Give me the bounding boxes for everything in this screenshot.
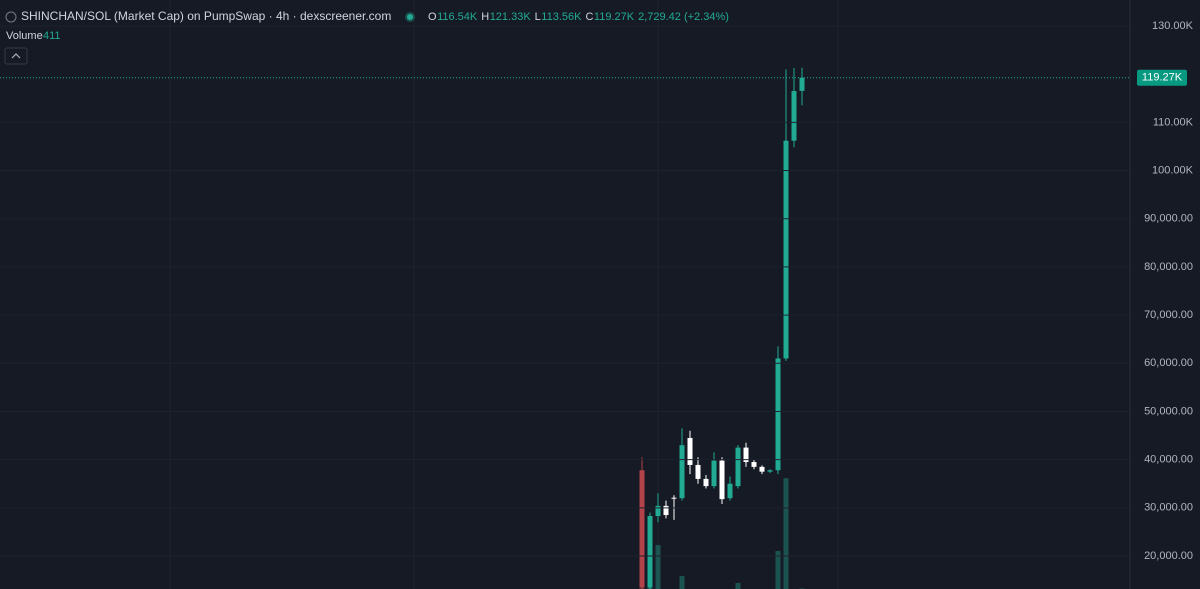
- y-tick-label: 80,000.00: [1144, 261, 1193, 273]
- candle-body: [743, 447, 749, 463]
- y-tick-label: 20,000.00: [1144, 550, 1193, 562]
- candle-body: [751, 462, 757, 467]
- ohlc-open-key: O: [428, 11, 437, 23]
- y-tick-label: 50,000.00: [1144, 405, 1193, 417]
- candle-body: [767, 470, 773, 472]
- y-tick-label: 30,000.00: [1144, 502, 1193, 514]
- symbol-icon: [5, 11, 17, 23]
- candle-body: [799, 77, 805, 91]
- candle-body: [655, 505, 661, 517]
- volume-bar: [775, 550, 781, 589]
- candle-body: [687, 437, 693, 465]
- candle-body: [783, 140, 789, 359]
- candle-body: [735, 447, 741, 487]
- candle-body: [711, 460, 717, 487]
- volume-value: 411: [43, 30, 61, 42]
- plot: [639, 67, 805, 589]
- ohlc-high: 121.33K: [490, 11, 532, 23]
- volume-bar: [735, 582, 741, 589]
- candle-body: [679, 445, 685, 499]
- volume-bar: [655, 545, 661, 589]
- candle-body: [791, 91, 797, 141]
- chart-title: SHINCHAN/SOL (Market Cap) on PumpSwap · …: [21, 9, 391, 23]
- y-tick-label: 100.00K: [1152, 164, 1194, 176]
- candle-body: [639, 470, 645, 588]
- ohlc-low-key: L: [535, 11, 541, 23]
- last-price-box: [1137, 69, 1187, 86]
- volume-bar: [783, 478, 789, 589]
- status-dot: [407, 14, 413, 20]
- y-tick-label: 60,000.00: [1144, 357, 1193, 369]
- candle-body: [703, 478, 709, 487]
- y-tick-label: 110.00K: [1153, 116, 1194, 128]
- candle-body: [775, 358, 781, 471]
- candle-body: [647, 516, 653, 588]
- y-tick-label: 40,000.00: [1144, 454, 1193, 466]
- candle-body: [695, 464, 701, 479]
- y-tick-label: 90,000.00: [1144, 213, 1193, 225]
- candle-body: [759, 466, 765, 472]
- y-tick-label: 130.00K: [1152, 20, 1194, 32]
- candle-body: [671, 497, 677, 499]
- collapse-icon: [11, 53, 21, 59]
- volume-label: Volume: [6, 30, 43, 42]
- ohlc-low: 113.56K: [541, 11, 582, 23]
- ohlc-legend: O 116.54K H 121.33K L 113.56K C 119.27K 2,729.42…: [428, 11, 729, 23]
- ohlc-high-key: H: [481, 11, 489, 23]
- last-price-label: 119.27K: [1142, 72, 1183, 84]
- collapse-button[interactable]: [4, 47, 28, 65]
- ohlc-close: 119.27K: [594, 11, 635, 23]
- ohlc-open: 116.54K: [437, 11, 478, 23]
- ohlc-change: 2,729.42 (+2.34%): [638, 11, 729, 23]
- y-tick-label: 70,000.00: [1144, 309, 1193, 321]
- candle-body: [663, 505, 669, 516]
- candle-body: [727, 483, 733, 499]
- candle-body: [719, 460, 725, 500]
- volume-bar: [679, 576, 685, 589]
- ohlc-close-key: C: [585, 11, 593, 23]
